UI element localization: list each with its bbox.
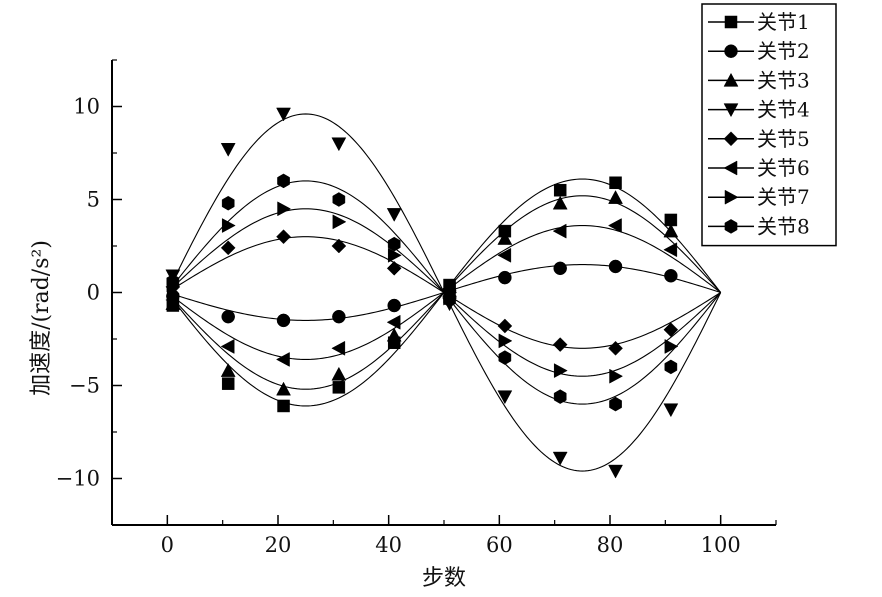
marker-triangle-down <box>386 208 402 222</box>
marker-hexagon <box>609 396 622 412</box>
marker-diamond <box>331 238 347 254</box>
marker-circle <box>276 313 291 328</box>
marker-circle <box>664 269 678 283</box>
marker-triangle-left <box>608 218 622 233</box>
marker-diamond <box>552 337 568 352</box>
marker-triangle-down <box>497 390 513 405</box>
marker-hexagon <box>221 195 235 211</box>
legend-label: 关节7 <box>757 185 810 209</box>
x-axis-title: 步数 <box>422 566 466 591</box>
marker-hexagon <box>166 274 180 289</box>
legend-label: 关节4 <box>757 98 810 122</box>
marker-triangle-down <box>608 464 623 479</box>
marker-triangle-left <box>386 314 401 330</box>
legend-label: 关节2 <box>757 39 810 63</box>
marker-hexagon <box>387 236 401 252</box>
marker-diamond <box>386 260 402 276</box>
marker-hexagon <box>553 389 567 404</box>
marker-triangle-right <box>724 189 739 205</box>
marker-triangle-left <box>723 160 738 176</box>
marker-square <box>277 399 290 413</box>
marker-circle <box>221 309 235 324</box>
legend-label: 关节6 <box>757 156 810 180</box>
marker-square <box>553 183 567 197</box>
marker-hexagon <box>724 219 738 234</box>
marker-circle <box>553 261 567 276</box>
marker-hexagon <box>664 359 678 375</box>
marker-diamond <box>723 131 739 147</box>
y-tick-label: 0 <box>87 281 100 305</box>
marker-triangle-right <box>664 339 679 354</box>
y-tick-label: 10 <box>73 95 100 119</box>
marker-triangle-up <box>220 363 236 377</box>
marker-triangle-right <box>332 214 347 230</box>
series-markers <box>165 107 679 479</box>
marker-triangle-up <box>331 366 347 381</box>
marker-triangle-up <box>723 72 739 87</box>
marker-triangle-down <box>220 143 236 157</box>
marker-circle <box>332 309 346 324</box>
marker-triangle-left <box>552 223 567 239</box>
legend-label: 关节3 <box>757 68 810 92</box>
marker-triangle-left <box>220 339 235 354</box>
marker-triangle-up <box>552 195 568 210</box>
marker-triangle-down <box>276 107 291 122</box>
marker-triangle-left <box>663 242 678 258</box>
x-tick-label: 20 <box>265 533 292 557</box>
y-tick-label: 5 <box>87 188 100 212</box>
marker-diamond <box>497 318 513 334</box>
marker-diamond <box>663 322 679 338</box>
marker-triangle-down <box>331 137 347 152</box>
marker-square <box>221 377 235 390</box>
marker-triangle-up <box>276 381 291 396</box>
marker-triangle-up <box>608 190 623 204</box>
x-tick-label: 60 <box>486 533 513 557</box>
legend-label: 关节8 <box>757 214 810 238</box>
marker-triangle-right <box>277 201 292 217</box>
marker-square <box>609 176 622 190</box>
marker-triangle-right <box>553 363 568 379</box>
marker-hexagon <box>277 173 290 189</box>
marker-triangle-left <box>165 292 180 308</box>
x-tick-label: 80 <box>597 533 624 557</box>
marker-triangle-left <box>276 352 290 367</box>
marker-diamond <box>608 340 623 356</box>
x-tick-label: 100 <box>701 533 741 557</box>
marker-triangle-left <box>331 340 346 356</box>
y-tick-label: −5 <box>69 374 100 398</box>
marker-triangle-left <box>497 247 512 263</box>
marker-circle <box>608 259 623 274</box>
marker-diamond <box>276 229 291 245</box>
y-axis-title: 加速度/(rad/s²) <box>29 240 54 396</box>
marker-triangle-down <box>723 103 739 118</box>
legend-label: 关节5 <box>757 127 810 151</box>
marker-triangle-right <box>387 247 402 263</box>
legend: 关节1 关节2 关节3 关节4 关节5 关节6 关节7 关节8 <box>701 3 837 247</box>
marker-hexagon <box>332 192 346 207</box>
marker-triangle-down <box>663 403 679 418</box>
marker-triangle-right <box>221 218 236 233</box>
legend-label: 关节1 <box>757 10 810 34</box>
marker-triangle-right <box>609 368 624 384</box>
axes: 0 20 40 60 80 100 −10 −5 0 5 10 <box>56 59 777 557</box>
x-tick-label: 0 <box>161 533 174 557</box>
marker-square <box>724 15 738 29</box>
marker-triangle-up <box>386 327 402 342</box>
marker-triangle-left <box>442 281 456 297</box>
marker-circle <box>724 44 738 58</box>
marker-hexagon <box>498 350 512 365</box>
marker-hexagon <box>443 292 456 308</box>
marker-triangle-up <box>663 223 679 238</box>
marker-triangle-down <box>552 451 568 466</box>
marker-diamond <box>220 240 236 256</box>
x-tick-label: 40 <box>375 533 402 557</box>
marker-circle <box>498 270 512 285</box>
marker-circle <box>387 298 401 313</box>
legend-box <box>701 3 837 247</box>
marker-triangle-up <box>497 231 513 245</box>
y-tick-label: −10 <box>56 467 100 491</box>
marker-triangle-right <box>498 333 513 349</box>
marker-square <box>332 381 346 394</box>
